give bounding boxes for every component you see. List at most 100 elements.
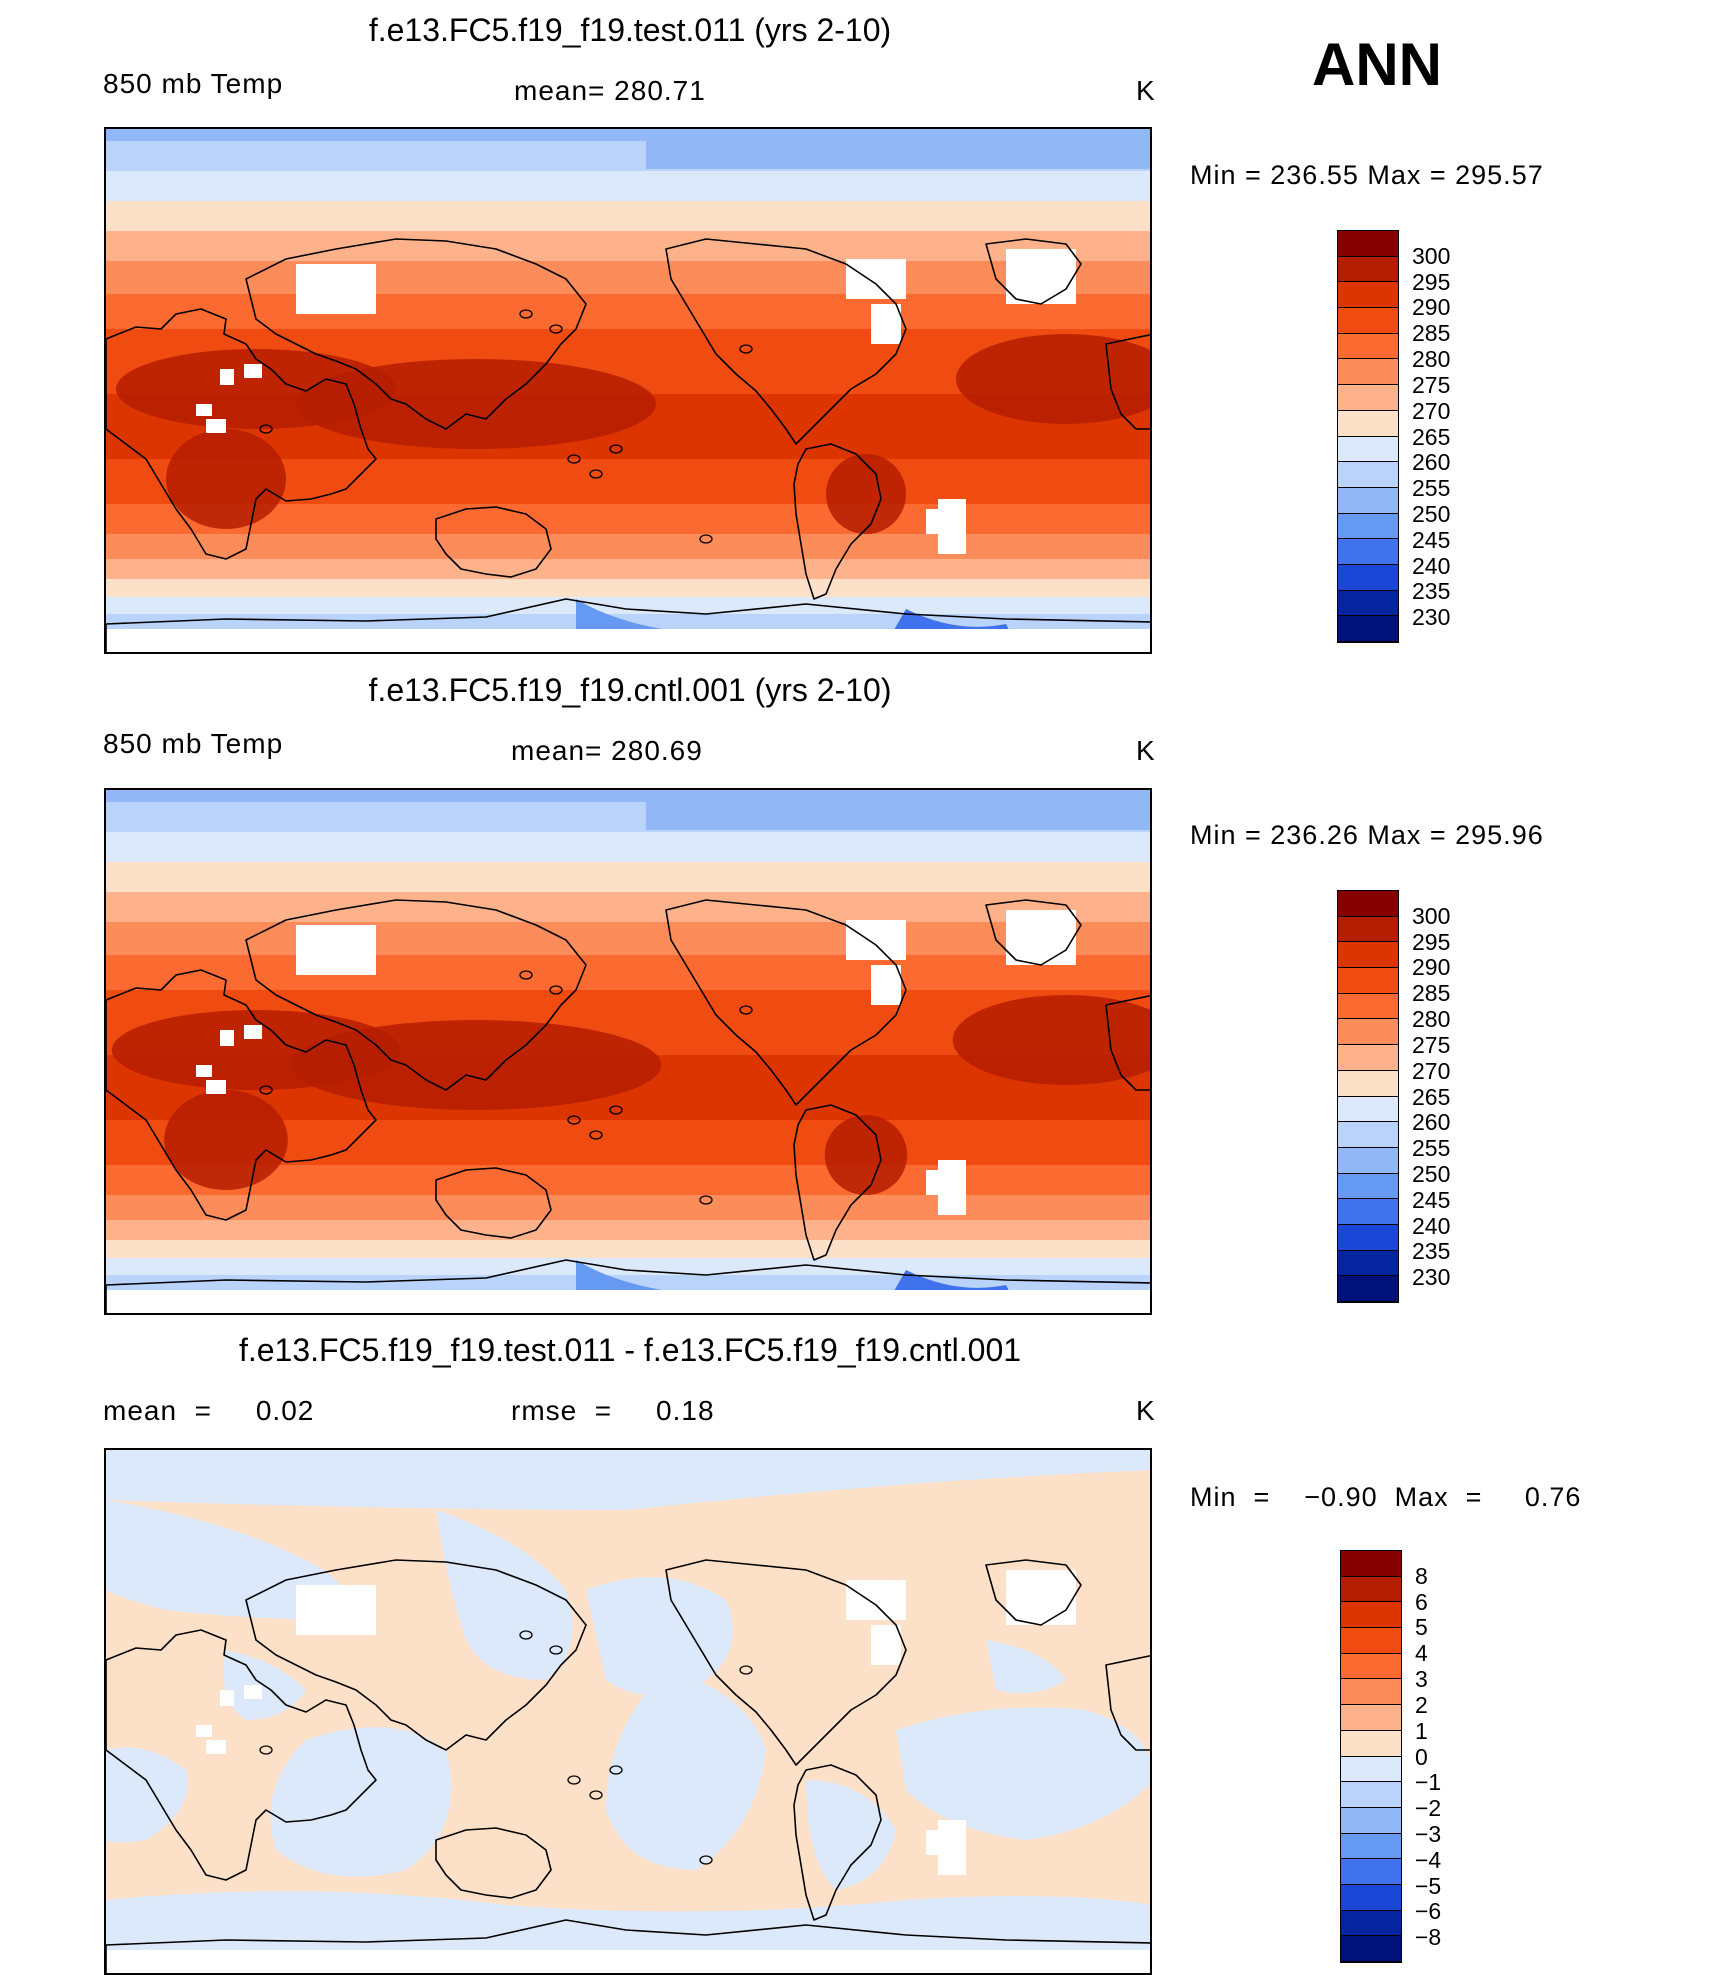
coastline (1105, 995, 1150, 1091)
island (699, 534, 713, 544)
warm-pool (826, 454, 906, 534)
colorbar-tick-label: 4 (1415, 1640, 1428, 1667)
colorbar-tick-label: 255 (1412, 1135, 1451, 1162)
missing-data-region (846, 1580, 906, 1620)
colorbar-swatch (1338, 333, 1398, 360)
coastline (1105, 1655, 1150, 1751)
island (609, 1105, 623, 1115)
colorbar-swatch (1338, 916, 1398, 943)
island (589, 1790, 603, 1800)
missing-data-region (206, 419, 226, 433)
island (259, 1085, 273, 1095)
temperature-band (106, 892, 1150, 922)
colorbar-swatch (1341, 1653, 1401, 1680)
temperature-band (106, 579, 1150, 597)
panel-3-units: K (1136, 1395, 1156, 1426)
temperature-band (106, 1195, 1150, 1220)
colorbar-swatch (1338, 385, 1398, 411)
colorbar-tick-label: 260 (1412, 1109, 1451, 1136)
island (589, 1130, 603, 1140)
missing-data-region (220, 1030, 234, 1046)
warm-pool (956, 334, 1150, 424)
panel-1-mean: mean= 280.71 (514, 75, 706, 106)
panel-2-mean: mean= 280.69 (511, 735, 703, 766)
warm-pool (952, 995, 1150, 1085)
coastline (106, 598, 1150, 652)
colorbar-tick-label: 255 (1412, 475, 1451, 502)
colorbar-swatch (1338, 231, 1398, 257)
colorbar-tick-label: 250 (1412, 1160, 1451, 1187)
season-label: ANN (1312, 31, 1442, 98)
warm-pool (164, 1090, 288, 1190)
coastline (665, 899, 907, 1106)
warm-pool (166, 429, 286, 529)
colorbar-tick-label: −5 (1415, 1872, 1442, 1899)
temperature-band (106, 534, 1150, 559)
missing-data-region (244, 364, 262, 378)
island (609, 444, 623, 454)
missing-data-region (206, 1740, 226, 1754)
colorbar-swatch (1338, 282, 1398, 309)
cold-region (646, 129, 1150, 169)
colorbar-tick-label: 265 (1412, 1083, 1451, 1110)
negative-anomaly (606, 1670, 766, 1870)
panel-1-colorbar (1337, 230, 1399, 643)
coastline (793, 1104, 882, 1261)
missing-data-region (871, 965, 901, 1005)
colorbar-swatch (1338, 590, 1398, 617)
colorbar-tick-label: 290 (1412, 294, 1451, 321)
colorbar-swatch (1341, 1705, 1401, 1731)
warm-pool (290, 1020, 662, 1110)
warm-pool (296, 359, 656, 449)
colorbar-tick-label: 295 (1412, 268, 1451, 295)
coastline (106, 969, 377, 1221)
missing-data-region (938, 1820, 966, 1875)
colorbar-tick-label: 260 (1412, 449, 1451, 476)
coastline (245, 899, 587, 1091)
colorbar-swatch (1338, 968, 1398, 994)
temperature-band (106, 201, 1150, 231)
missing-data-region (706, 629, 846, 649)
island (519, 309, 533, 319)
colorbar-tick-label: −2 (1415, 1795, 1442, 1822)
missing-data-region (244, 1685, 262, 1699)
island (519, 1630, 533, 1640)
temperature-band (106, 955, 1150, 990)
colorbar-tick-label: 240 (1412, 1212, 1451, 1239)
coastline (106, 1259, 1150, 1313)
colorbar-tick-label: 6 (1415, 1588, 1428, 1615)
island (699, 1195, 713, 1205)
panel-1-map (104, 127, 1152, 654)
coastline (793, 443, 882, 600)
missing-data-region (1006, 910, 1076, 965)
negative-anomaly (986, 1640, 1066, 1694)
colorbar-tick-label: 250 (1412, 500, 1451, 527)
missing-data-region (938, 499, 966, 554)
colorbar-swatch (1338, 616, 1398, 642)
colorbar-tick-label: 2 (1415, 1691, 1428, 1718)
missing-data-region (321, 940, 346, 970)
colorbar-swatch (1338, 1122, 1398, 1148)
island (549, 985, 563, 995)
missing-data-region (1006, 249, 1076, 304)
colorbar-tick-label: 0 (1415, 1743, 1428, 1770)
island (567, 1775, 581, 1785)
temperature-band (106, 559, 1150, 579)
coastline (106, 1919, 1150, 1973)
colorbar-swatch (1338, 436, 1398, 463)
panel-3-map (104, 1448, 1152, 1975)
coastline (106, 308, 377, 560)
negative-anomaly (436, 1510, 573, 1680)
missing-data-region (1006, 1570, 1076, 1625)
missing-data-region (206, 1080, 226, 1094)
colorbar-tick-label: 235 (1412, 1238, 1451, 1265)
warm-pool (824, 1115, 908, 1195)
island (699, 1855, 713, 1865)
missing-data-region (196, 1725, 212, 1737)
colorbar-swatch (1338, 487, 1398, 514)
temperature-band (106, 231, 1150, 261)
missing-data-region (938, 1160, 966, 1215)
colorbar-swatch (1338, 513, 1398, 540)
colorbar-swatch (1341, 1807, 1401, 1834)
temperature-band (106, 171, 1150, 201)
